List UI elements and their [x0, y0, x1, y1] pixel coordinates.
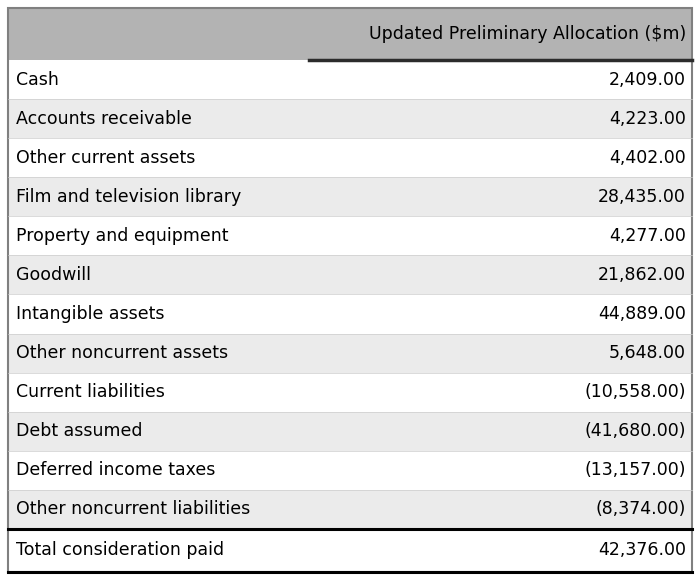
Text: Debt assumed: Debt assumed	[16, 422, 143, 440]
Text: 2,409.00: 2,409.00	[609, 71, 686, 89]
Text: 4,402.00: 4,402.00	[609, 148, 686, 166]
Text: (10,558.00): (10,558.00)	[584, 383, 686, 401]
Text: Goodwill: Goodwill	[16, 266, 91, 284]
Bar	[8, 8, 692, 60]
Text: 42,376.00: 42,376.00	[598, 542, 686, 560]
Text: Cash: Cash	[16, 71, 59, 89]
Text: Intangible assets: Intangible assets	[16, 305, 164, 323]
Bar	[8, 177, 692, 216]
Bar	[8, 138, 692, 177]
Text: Total consideration paid: Total consideration paid	[16, 542, 224, 560]
Text: 4,223.00: 4,223.00	[609, 110, 686, 128]
Bar	[8, 412, 692, 451]
Bar	[8, 490, 692, 529]
Bar	[8, 334, 692, 373]
Text: Property and equipment: Property and equipment	[16, 227, 228, 245]
Text: Current liabilities: Current liabilities	[16, 383, 165, 401]
Text: Film and television library: Film and television library	[16, 188, 241, 206]
Bar	[8, 99, 692, 138]
Bar	[8, 373, 692, 412]
Text: 28,435.00: 28,435.00	[598, 188, 686, 206]
Bar	[8, 255, 692, 295]
Text: Deferred income taxes: Deferred income taxes	[16, 461, 216, 480]
Text: 44,889.00: 44,889.00	[598, 305, 686, 323]
Text: Other noncurrent assets: Other noncurrent assets	[16, 344, 228, 362]
Bar	[8, 60, 692, 99]
Text: (13,157.00): (13,157.00)	[584, 461, 686, 480]
Text: (8,374.00): (8,374.00)	[596, 501, 686, 519]
Bar	[8, 451, 692, 490]
Bar	[8, 295, 692, 333]
Bar	[8, 529, 692, 572]
Text: (41,680.00): (41,680.00)	[584, 422, 686, 440]
Text: Other noncurrent liabilities: Other noncurrent liabilities	[16, 501, 251, 519]
Text: 21,862.00: 21,862.00	[598, 266, 686, 284]
Text: Updated Preliminary Allocation ($m): Updated Preliminary Allocation ($m)	[369, 25, 686, 43]
Text: Other current assets: Other current assets	[16, 148, 195, 166]
Text: Accounts receivable: Accounts receivable	[16, 110, 192, 128]
Text: 5,648.00: 5,648.00	[609, 344, 686, 362]
Text: 4,277.00: 4,277.00	[609, 227, 686, 245]
Bar	[8, 216, 692, 255]
